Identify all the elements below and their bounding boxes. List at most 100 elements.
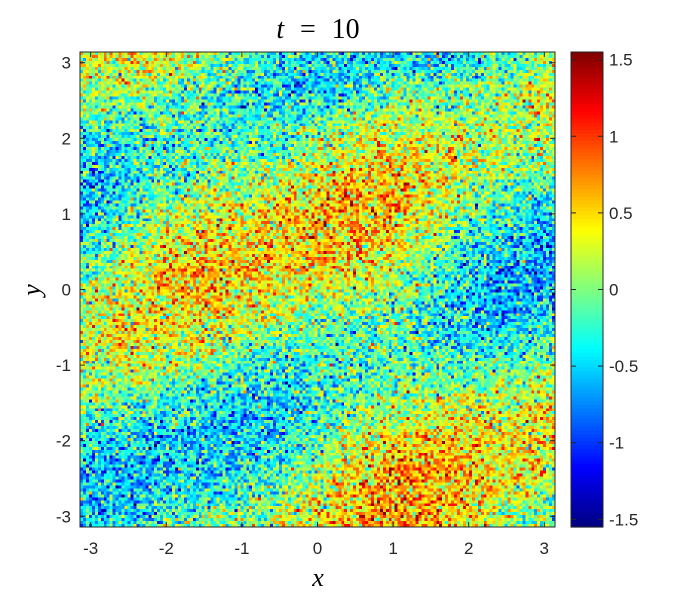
colorbar-segment: [571, 367, 603, 372]
colorbar-segment: [571, 178, 603, 183]
colorbar-segment: [571, 334, 603, 339]
colorbar-segment: [571, 267, 603, 272]
colorbar-segment: [571, 304, 603, 309]
chart-title: t = 10: [276, 13, 359, 45]
x-tick-label: -3: [83, 539, 98, 558]
colorbar-segment: [571, 159, 603, 164]
colorbar-segment: [571, 133, 603, 138]
colorbar: [571, 52, 603, 528]
colorbar-segment: [571, 222, 603, 228]
colorbar-segment: [571, 360, 603, 365]
y-axis-label: y: [17, 284, 46, 299]
colorbar-segment: [571, 185, 603, 190]
x-tick-label: 3: [540, 539, 549, 558]
colorbar-segment: [571, 419, 603, 424]
colorbar-segment: [571, 70, 603, 75]
colorbar-segment: [571, 63, 603, 68]
colorbar-segment: [571, 193, 603, 198]
colorbar-segment: [571, 207, 603, 213]
colorbar-segment: [571, 293, 603, 298]
colorbar-segment: [571, 363, 603, 369]
colorbar-segment: [571, 170, 603, 176]
colorbar-segment: [571, 408, 603, 413]
colorbar-segment: [571, 348, 603, 354]
x-axis: -3 -2 -1 0 1 2 3: [83, 52, 549, 558]
colorbar-segment: [571, 356, 603, 361]
colorbar-segment: [571, 501, 603, 506]
colorbar-segment: [571, 115, 603, 120]
colorbar-segment: [571, 137, 603, 142]
colorbar-segment: [571, 341, 603, 346]
colorbar-segment: [571, 52, 603, 57]
colorbar-segment: [571, 55, 603, 61]
colorbar-segment: [571, 523, 603, 528]
colorbar-segment: [571, 218, 603, 224]
colorbar-segment: [571, 59, 603, 64]
y-axis: -3 -2 -1 0 1 2 3: [56, 54, 555, 526]
colorbar-segment: [571, 374, 603, 380]
colorbar-segment: [571, 345, 603, 350]
colorbar-tick-label: 1.5: [609, 51, 633, 70]
colorbar-segment: [571, 89, 603, 94]
heatmap-cells: [80, 52, 555, 527]
colorbar-tick-label: -1.5: [609, 510, 638, 529]
x-tick-label: 1: [388, 539, 397, 558]
colorbar-segment: [571, 111, 603, 116]
colorbar-segment: [571, 508, 603, 513]
y-tick-label: 1: [62, 205, 71, 224]
colorbar-segment: [571, 400, 603, 406]
colorbar-segment: [571, 475, 603, 480]
colorbar-segment: [571, 122, 603, 127]
y-tick-label: 2: [62, 129, 71, 148]
colorbar-segment: [571, 129, 603, 135]
heatmap: [80, 52, 555, 527]
x-axis-label: x: [311, 563, 324, 592]
colorbar-segment: [571, 512, 603, 517]
colorbar-segment: [571, 263, 603, 268]
colorbar-segment: [571, 174, 603, 179]
colorbar-segment: [571, 430, 603, 435]
colorbar-segment: [571, 456, 603, 461]
title-value: 10: [332, 14, 360, 45]
colorbar-segment: [571, 189, 603, 194]
colorbar-segment: [571, 118, 603, 124]
colorbar-segment: [571, 248, 603, 253]
colorbar-segment: [571, 389, 603, 395]
y-tick-label: -2: [56, 432, 71, 451]
x-tick-label: -2: [159, 539, 174, 558]
colorbar-tick-label: 0: [609, 281, 618, 300]
colorbar-segment: [571, 103, 603, 109]
colorbar-segment: [571, 256, 603, 261]
colorbar-segment: [571, 144, 603, 150]
colorbar-segment: [571, 204, 603, 209]
colorbar-segment: [571, 404, 603, 409]
colorbar-segment: [571, 460, 603, 465]
colorbar-segment: [571, 259, 603, 265]
colorbar-segment: [571, 215, 603, 220]
svg-text:t = 10: t = 10: [276, 13, 359, 45]
colorbar-segment: [571, 434, 603, 439]
colorbar-segment: [571, 167, 603, 172]
x-tick-label: -1: [234, 539, 249, 558]
colorbar-segment: [571, 504, 603, 510]
colorbar-segment: [571, 426, 603, 432]
colorbar-segment: [571, 244, 603, 250]
y-tick-label: 0: [62, 281, 71, 300]
colorbar-segment: [571, 66, 603, 72]
colorbar-segment: [571, 315, 603, 320]
colorbar-segment: [571, 233, 603, 239]
colorbar-tick-label: 0.5: [609, 204, 633, 223]
x-tick-label: 0: [313, 539, 322, 558]
colorbar-segment: [571, 296, 603, 302]
colorbar-segment: [571, 393, 603, 398]
colorbar-segment: [571, 382, 603, 387]
colorbar-segment: [571, 415, 603, 420]
colorbar-segment: [571, 326, 603, 331]
colorbar-segment: [571, 181, 603, 187]
y-tick-label: 3: [62, 54, 71, 73]
colorbar-segment: [571, 278, 603, 283]
colorbar-tick-label: -1: [609, 434, 624, 453]
colorbar-segment: [571, 81, 603, 86]
colorbar-segment: [571, 196, 603, 202]
colorbar-segment: [571, 241, 603, 246]
